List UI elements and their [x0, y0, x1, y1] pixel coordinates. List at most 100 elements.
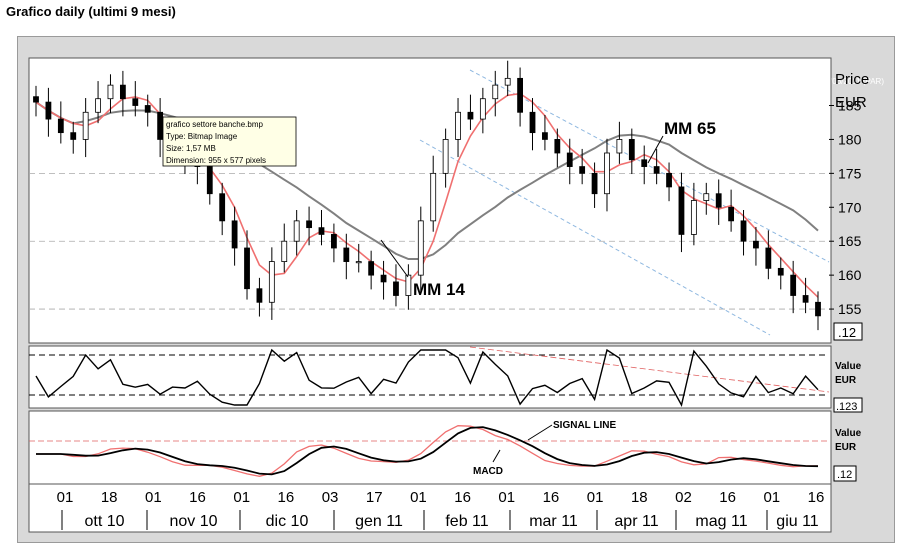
candle-body	[604, 152, 610, 195]
candle-body	[95, 98, 101, 113]
y-tick-label: 160	[838, 267, 862, 283]
macd-last-value: .12	[837, 469, 852, 481]
macd-label: MACD	[473, 466, 503, 477]
macd-axis-unit: EUR	[835, 442, 857, 453]
candle-body	[566, 152, 573, 167]
file-tooltip: grafico settore banche.bmp Type: Bitmap …	[162, 116, 297, 167]
x-day-tick: 01	[145, 489, 162, 506]
candle-body	[393, 281, 399, 296]
candle-body	[268, 261, 275, 303]
x-month-label: nov 10	[169, 513, 217, 530]
candle-body	[380, 274, 387, 283]
oscillator-line	[35, 348, 819, 407]
candle-body	[591, 172, 598, 195]
candle-body	[355, 261, 362, 264]
x-month-label: apr 11	[614, 513, 658, 530]
rsi-axis-title: Value	[835, 361, 862, 372]
candle-body	[492, 84, 499, 100]
candle-body	[33, 96, 39, 103]
rsi-last-value: .123	[836, 401, 857, 413]
tooltip-line: grafico settore banche.bmp	[166, 120, 263, 129]
x-day-tick: 01	[410, 489, 427, 506]
candle-body	[417, 220, 424, 276]
candle-body	[57, 118, 64, 134]
candle-body	[331, 234, 337, 249]
tooltip-line: Type: Bitmap Image	[166, 132, 238, 141]
candle-body	[430, 172, 437, 222]
macd-panel	[28, 410, 832, 485]
rsi-axis-unit: EUR	[835, 375, 857, 386]
x-month-label: giu 11	[776, 513, 819, 530]
candle-body	[653, 166, 660, 174]
candle-body	[306, 220, 312, 229]
candle-body	[777, 267, 784, 276]
rsi-last-box	[833, 397, 863, 413]
macd-line	[36, 425, 818, 477]
candle-body	[107, 84, 114, 100]
candle-body	[740, 220, 747, 242]
x-day-tick: 01	[587, 489, 604, 506]
y-tick-label: 170	[838, 199, 862, 215]
x-day-tick: 16	[189, 489, 206, 506]
x-month-label: dic 10	[266, 513, 309, 530]
price-axis-title: Price	[835, 71, 869, 88]
candle-body	[628, 139, 635, 161]
candle-body	[368, 261, 375, 276]
page-title: Grafico daily (ultimi 9 mesi)	[6, 4, 176, 19]
candle-body	[765, 247, 772, 269]
tooltip-line: Dimension: 955 x 577 pixels	[166, 156, 266, 165]
x-day-tick: 01	[763, 489, 780, 506]
macd-pointer	[492, 449, 501, 463]
y-tick-label: 185	[838, 98, 862, 114]
candle-body	[703, 193, 710, 201]
trend-channel-upper	[469, 69, 830, 263]
signal-line-pointer	[527, 424, 553, 441]
x-day-tick: 16	[719, 489, 736, 506]
candle-body	[82, 111, 89, 140]
candle-body	[616, 139, 623, 154]
candle-body	[45, 101, 52, 120]
x-day-tick: 03	[322, 489, 339, 506]
signal-line	[36, 426, 819, 476]
trend-channel-lower	[419, 139, 771, 336]
candle-body	[579, 166, 586, 174]
candle-body	[442, 139, 449, 174]
x-month-label: gen 11	[355, 513, 403, 530]
candle-body	[815, 301, 821, 317]
y-tick-label: 180	[838, 131, 862, 147]
price-axis-unit: EUR	[835, 94, 867, 111]
candle-body	[504, 77, 511, 86]
candle-body	[206, 166, 213, 195]
mm65-pointer	[647, 135, 664, 164]
mm14-pointer	[380, 239, 409, 278]
candle-body	[318, 227, 325, 235]
candle-body	[790, 274, 797, 296]
candle-body	[281, 240, 288, 262]
candle-body	[666, 172, 672, 188]
candle-body	[529, 111, 536, 134]
tooltip-line: Size: 1,57 MB	[166, 144, 216, 153]
x-day-tick: 01	[498, 489, 515, 506]
x-day-tick: 16	[278, 489, 295, 506]
mm65-label: MM 65	[664, 119, 716, 138]
x-day-tick: 01	[233, 489, 250, 506]
macd-axis-title: Value	[835, 428, 862, 439]
x-month-label: feb 11	[445, 513, 488, 530]
price-panel	[28, 57, 832, 344]
time-axis-panel	[28, 483, 832, 533]
candle-body	[728, 206, 735, 222]
x-day-tick: 17	[366, 489, 383, 506]
candle-body	[219, 193, 226, 222]
candle-body	[678, 186, 685, 235]
price-last-box	[833, 322, 863, 341]
candle-body	[231, 220, 238, 249]
candle-body	[542, 132, 548, 140]
x-month-label: mag 11	[695, 513, 747, 530]
candle-body	[256, 288, 263, 303]
candle-body	[119, 84, 126, 100]
x-day-tick: 16	[808, 489, 825, 506]
candle-body	[802, 295, 809, 303]
candle-body	[517, 77, 523, 113]
candle-body	[157, 111, 164, 140]
macd-last-box	[833, 465, 857, 482]
